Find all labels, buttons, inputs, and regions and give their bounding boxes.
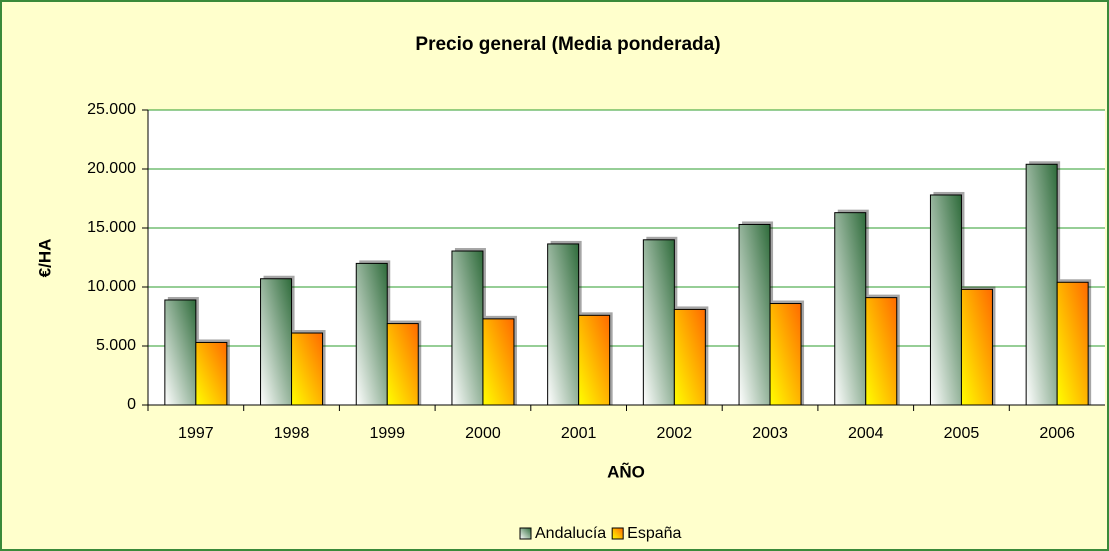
bar [834, 212, 867, 406]
y-tick-label: 10.000 [87, 278, 136, 295]
bar [355, 262, 388, 406]
x-tick-label: 1998 [274, 425, 310, 442]
bar [482, 318, 515, 406]
bar [642, 239, 675, 406]
y-tick-label: 20.000 [87, 160, 136, 177]
x-tick-label: 1999 [369, 425, 405, 442]
y-tick-label: 5.000 [96, 337, 136, 354]
bar [547, 243, 580, 406]
legend-swatch [611, 527, 624, 540]
bar [195, 341, 228, 406]
bar [929, 194, 962, 406]
x-tick-label: 2005 [944, 425, 980, 442]
legend-swatch [519, 527, 532, 540]
y-tick-label: 15.000 [87, 219, 136, 236]
bar [451, 250, 484, 406]
y-axis-label: €/HA [35, 239, 54, 278]
x-axis-label: AÑO [607, 461, 645, 481]
x-tick-label: 2000 [465, 425, 501, 442]
x-tick-label: 2001 [561, 425, 597, 442]
bar [1025, 163, 1058, 406]
y-tick-label: 25.000 [87, 101, 136, 118]
x-tick-label: 2006 [1039, 425, 1075, 442]
y-tick-label: 0 [127, 396, 136, 413]
x-tick-label: 2002 [657, 425, 693, 442]
x-tick-label: 2004 [848, 425, 884, 442]
bar [673, 308, 706, 406]
bar [578, 314, 611, 406]
x-tick-label: 2003 [752, 425, 788, 442]
bar [960, 288, 993, 406]
bar [386, 323, 419, 406]
chart-title: Precio general (Media ponderada) [415, 34, 720, 55]
legend-label: España [627, 525, 681, 542]
bar [260, 278, 293, 406]
bar [738, 223, 771, 406]
bar [291, 332, 324, 406]
bar [865, 297, 898, 406]
bar [1056, 281, 1089, 406]
legend-label: Andalucía [535, 525, 606, 542]
bar [769, 303, 802, 406]
x-tick-label: 1997 [178, 425, 214, 442]
bar [164, 299, 197, 406]
